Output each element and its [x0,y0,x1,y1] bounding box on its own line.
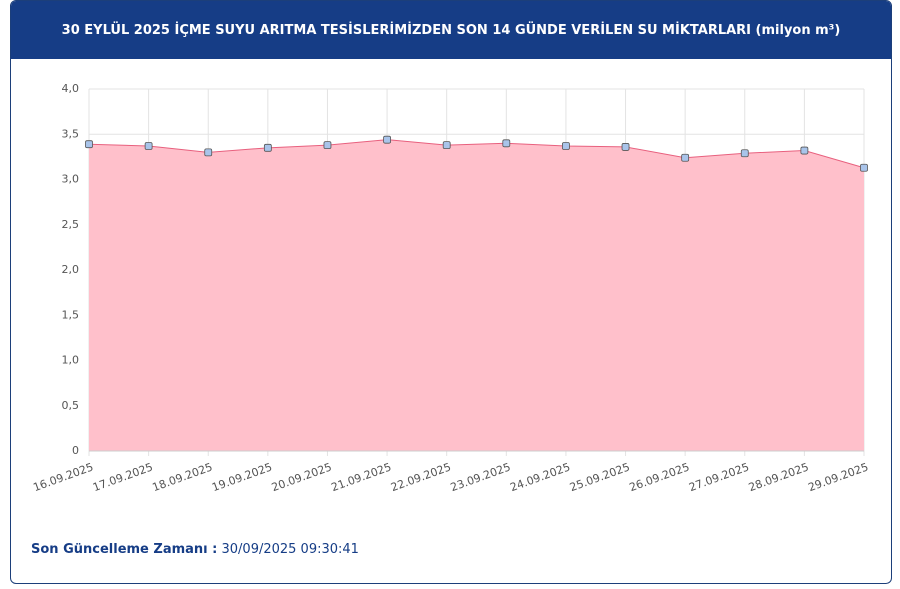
y-tick-label: 3,0 [62,173,80,186]
marker [562,142,570,150]
marker [85,140,93,149]
x-tick-label: 16.09.2025 [31,460,95,494]
marker [860,163,868,172]
marker [502,139,511,148]
x-tick-label: 19.09.2025 [210,460,274,494]
x-tick-label: 17.09.2025 [91,460,155,494]
marker [740,149,749,158]
x-tick-label: 28.09.2025 [747,460,811,494]
x-tick-label: 22.09.2025 [389,460,453,494]
x-tick-label: 23.09.2025 [449,460,513,494]
y-tick-label: 1,5 [62,308,80,321]
marker [263,143,272,152]
x-tick-label: 27.09.2025 [687,460,751,494]
line [88,139,865,169]
x-tick-label: 18.09.2025 [151,460,215,494]
marker [681,153,690,162]
y-tick-label: 3,5 [62,127,80,140]
x-tick-label: 20.09.2025 [270,460,334,494]
y-tick-label: 0,5 [62,399,80,412]
marker [621,143,630,151]
y-tick-label: 2,5 [62,218,80,231]
marker [144,142,153,150]
marker [442,141,451,150]
y-tick-label: 1,0 [62,354,80,367]
x-tick-label: 29.09.2025 [806,460,870,494]
x-tick-label: 26.09.2025 [628,460,692,494]
update-label: Son Güncelleme Zamanı : [31,542,218,557]
y-tick-label: 2,0 [62,263,80,276]
marker [323,141,332,150]
card: 30 EYLÜL 2025 İÇME SUYU ARITMA TESİSLERİ… [10,0,892,584]
y-tick-label: 4,0 [62,82,80,95]
footer: Son Güncelleme Zamanı : 30/09/2025 09:30… [31,542,359,557]
x-tick-label: 21.09.2025 [329,460,393,494]
x-tick-label: 24.09.2025 [508,460,572,494]
y-tick-label: 0 [72,444,79,457]
marker [204,148,213,157]
marker [383,135,391,144]
chart-title: 30 EYLÜL 2025 İÇME SUYU ARITMA TESİSLERİ… [11,1,891,59]
update-value: 30/09/2025 09:30:41 [221,542,359,557]
marker [800,146,809,155]
area [89,139,864,451]
x-tick-label: 25.09.2025 [568,460,632,494]
